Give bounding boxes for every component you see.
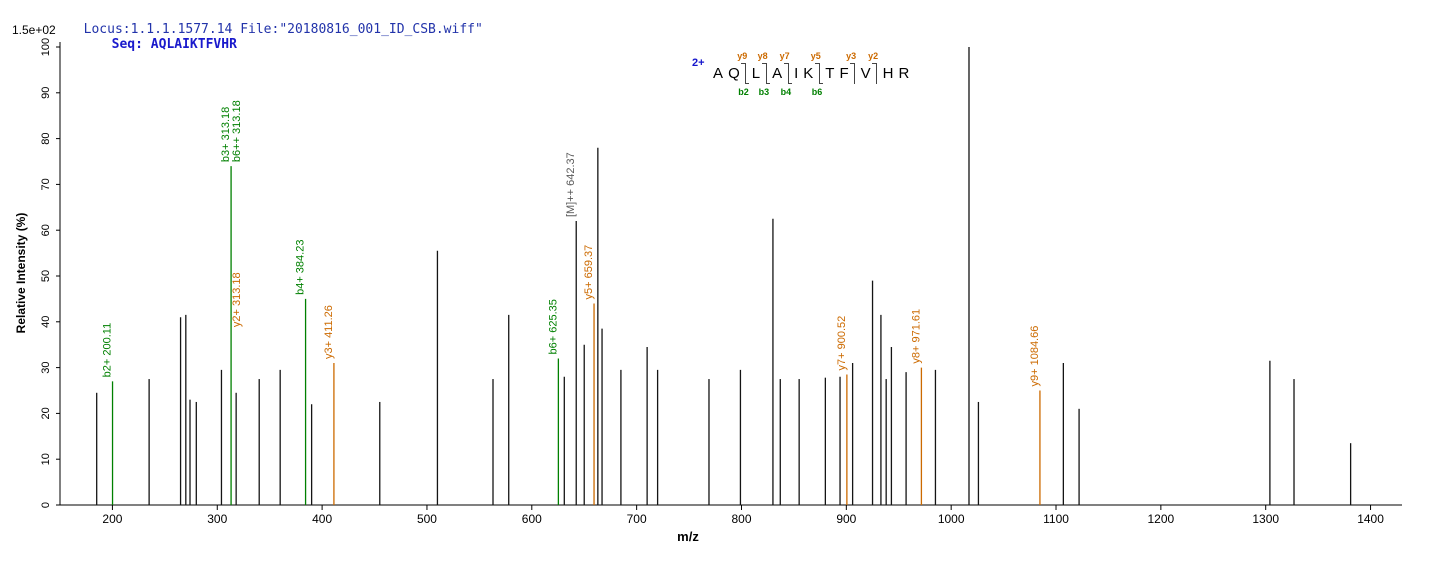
- b-ion-label: b4: [780, 86, 792, 97]
- cleavage-top-foot: [783, 62, 788, 64]
- peak-label: y8+ 971.61: [910, 309, 922, 364]
- peak-label: b4+ 384.23: [295, 240, 307, 295]
- peak-label: b6++ 313.18: [231, 100, 243, 162]
- peak-label: b6+ 625.35: [547, 299, 559, 354]
- cleavage-line: [765, 62, 767, 84]
- precursor-charge: 2+: [692, 57, 705, 69]
- y-ion-label: y3: [846, 50, 857, 61]
- residue: V: [860, 64, 871, 82]
- x-axis-title: m/z: [677, 529, 699, 544]
- y-axis-max-label: 1.5e+02: [12, 23, 56, 37]
- cleavage-marker: y8 b3: [758, 51, 770, 97]
- y-ion-label: y8: [757, 50, 768, 61]
- residue: A: [772, 64, 783, 82]
- b-ion-label: b2: [738, 86, 749, 97]
- x-tick-label: 500: [417, 512, 437, 526]
- header: Locus:1.1.1.1577.14 File:"20180816_001_I…: [68, 7, 483, 52]
- peak-label: y7+ 900.52: [836, 316, 848, 371]
- x-tick-label: 1300: [1252, 512, 1279, 526]
- cleavage-bottom-foot: [818, 82, 823, 84]
- y-tick-label: 20: [40, 407, 52, 419]
- cleavage-marker: y9 b2: [737, 51, 750, 97]
- seq-label: Seq:: [111, 37, 143, 52]
- locus-file-text: Locus:1.1.1.1577.14 File:"20180816_001_I…: [83, 22, 483, 37]
- x-tick-label: 200: [102, 512, 122, 526]
- y-ion-label: y7: [779, 50, 790, 61]
- y-tick-label: 60: [40, 224, 52, 236]
- cleavage-marker: y5 b6: [811, 51, 823, 97]
- residue: H: [882, 64, 894, 82]
- y-tick-label: 0: [40, 502, 52, 508]
- peak-label: b3+ 313.18: [220, 107, 232, 162]
- x-tick-label: 700: [627, 512, 647, 526]
- residue: L: [751, 64, 761, 82]
- y-tick-label: 30: [40, 361, 52, 373]
- cleavage-top-foot: [850, 62, 855, 64]
- cleavage-line: [854, 62, 856, 84]
- y-tick-label: 70: [40, 178, 52, 190]
- cleavage-line: [818, 62, 820, 84]
- y-tick-label: 80: [40, 132, 52, 144]
- b-ion-label: b3: [758, 86, 770, 97]
- y-ion-label: y5: [810, 50, 821, 61]
- residue: Q: [728, 64, 740, 82]
- y-axis-title: Relative Intensity (%): [14, 213, 28, 334]
- seq-value: AQLAIKTFVHR: [150, 37, 237, 52]
- cleavage-line: [745, 62, 747, 84]
- b-ion-label: b6: [811, 86, 823, 97]
- y-tick-label: 90: [40, 87, 52, 99]
- residue: F: [839, 64, 849, 82]
- y-tick-label: 10: [40, 453, 52, 465]
- residue: K: [803, 64, 814, 82]
- cleavage-marker: y7 b4: [780, 51, 792, 97]
- cleavage-top-foot: [761, 62, 766, 64]
- cleavage-top-foot: [814, 62, 819, 64]
- cleavage-line: [787, 62, 789, 84]
- cleavage-top-foot: [872, 62, 877, 64]
- x-tick-label: 300: [207, 512, 227, 526]
- cleavage-marker: y2: [868, 51, 880, 84]
- peak-label: y9+ 1084.66: [1029, 326, 1041, 387]
- seq-text: Seq: AQLAIKTFVHR: [112, 37, 237, 52]
- y-tick-label: 100: [40, 38, 52, 56]
- cleavage-line: [876, 62, 878, 84]
- cleavage-bottom-foot: [765, 82, 770, 84]
- residue: A: [713, 64, 724, 82]
- x-tick-label: 400: [312, 512, 332, 526]
- peak-label: b2+ 200.11: [102, 323, 114, 378]
- peak-label: y3+ 411.26: [323, 305, 335, 359]
- y-ion-label: y2: [868, 50, 879, 61]
- x-tick-label: 900: [836, 512, 856, 526]
- x-tick-label: 1200: [1148, 512, 1175, 526]
- x-tick-label: 1100: [1043, 512, 1069, 526]
- peak-label: y2+ 313.18: [231, 272, 243, 327]
- y-tick-label: 50: [40, 270, 52, 282]
- cleavage-top-foot: [741, 62, 746, 64]
- x-tick-label: 1000: [938, 512, 965, 526]
- cleavage-bottom-foot: [787, 82, 792, 84]
- cleavage-bottom-foot: [745, 82, 750, 84]
- y-ion-label: y9: [737, 50, 748, 61]
- residue: T: [825, 64, 835, 82]
- residue: I: [794, 64, 799, 82]
- residue: R: [898, 64, 910, 82]
- cleavage-marker: y3: [846, 51, 858, 84]
- y-tick-label: 40: [40, 316, 52, 328]
- x-tick-label: 800: [731, 512, 751, 526]
- peak-label: [M]++ 642.37: [565, 152, 577, 217]
- x-tick-label: 1400: [1357, 512, 1384, 526]
- x-tick-label: 600: [522, 512, 542, 526]
- peak-label: y5+ 659.37: [583, 245, 595, 300]
